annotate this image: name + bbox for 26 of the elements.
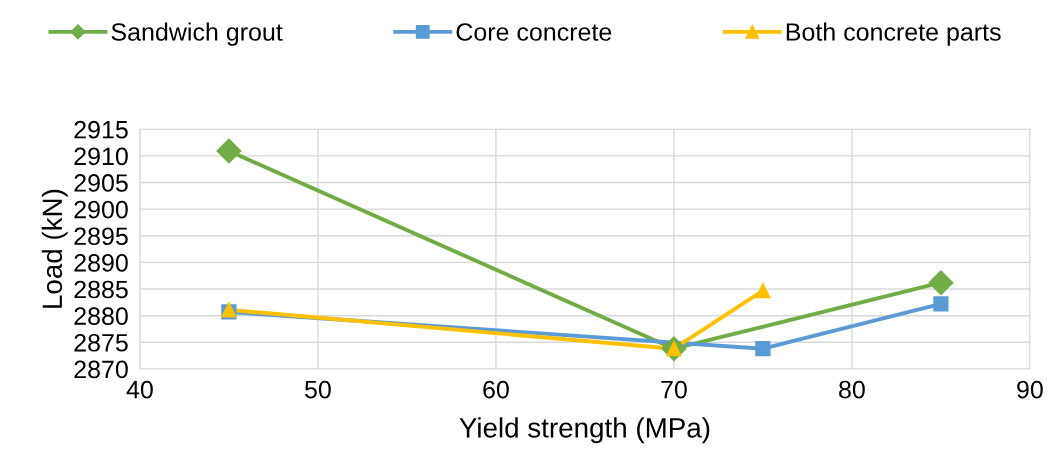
point: [755, 283, 771, 299]
y-tick-label: 2890: [74, 254, 128, 272]
y-tick-label: 2915: [74, 120, 128, 139]
y-tick-label: 2875: [74, 333, 128, 352]
y-tick-label: 2905: [74, 174, 128, 192]
point: [928, 270, 954, 296]
point: [933, 296, 949, 312]
y-tick-label: 2910: [74, 147, 128, 166]
y-tick-label: 2870: [74, 360, 128, 379]
legend-label: Both concrete parts: [786, 22, 1001, 46]
x-tick-label: 90: [1017, 380, 1043, 399]
y-axis-title: Load (kN): [41, 189, 68, 308]
y-tick-label: 2895: [74, 227, 128, 246]
point: [216, 138, 242, 164]
legend-label: Sandwich grout: [111, 22, 283, 46]
y-tick-label: 2900: [74, 200, 128, 219]
x-tick-label: 50: [305, 380, 331, 399]
y-tick-label: 2880: [74, 307, 128, 325]
x-tick-label: 80: [839, 380, 865, 399]
x-axis-title: Yield strength (MPa): [459, 417, 710, 444]
y-tick-label: 2885: [74, 280, 128, 299]
point: [755, 341, 771, 357]
x-tick-label: 40: [126, 380, 153, 399]
x-tick-label: 60: [483, 380, 509, 399]
legend-label: Core concrete: [456, 23, 612, 41]
x-tick-label: 70: [661, 380, 687, 399]
